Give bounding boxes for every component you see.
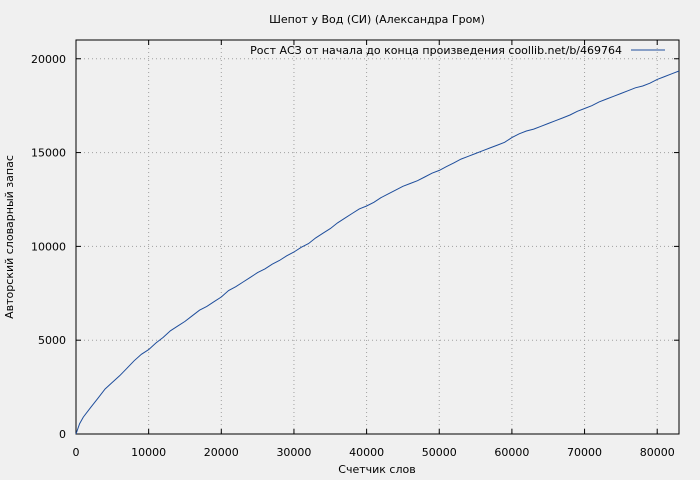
x-tick-label: 40000 (349, 446, 384, 459)
y-axis-ticks: 0 5000 10000 15000 20000 (31, 53, 679, 441)
x-axis-label: Счетчик слов (338, 463, 415, 476)
y-tick-label: 15000 (31, 147, 66, 160)
chart-title: Шепот у Вод (СИ) (Александра Гром) (269, 13, 485, 26)
x-tick-label: 20000 (204, 446, 239, 459)
x-tick-label: 80000 (640, 446, 675, 459)
grid-lines (76, 40, 679, 434)
x-tick-label: 10000 (131, 446, 166, 459)
y-tick-label: 5000 (38, 334, 66, 347)
x-tick-label: 30000 (276, 446, 311, 459)
legend-label: Рост АСЗ от начала до конца произведения… (250, 44, 622, 57)
x-tick-label: 0 (73, 446, 80, 459)
series-line (75, 70, 680, 435)
legend: Рост АСЗ от начала до конца произведения… (250, 44, 665, 57)
y-tick-label: 10000 (31, 240, 66, 253)
y-axis-label: Авторский словарный запас (3, 155, 16, 319)
x-tick-label: 60000 (494, 446, 529, 459)
x-axis-ticks: 0 10000 20000 30000 40000 50000 60000 70000 8000… (73, 40, 675, 459)
y-tick-label: 0 (59, 428, 66, 441)
y-tick-label: 20000 (31, 53, 66, 66)
x-tick-label: 70000 (567, 446, 602, 459)
plot-frame (75, 39, 680, 435)
x-tick-label: 50000 (422, 446, 457, 459)
